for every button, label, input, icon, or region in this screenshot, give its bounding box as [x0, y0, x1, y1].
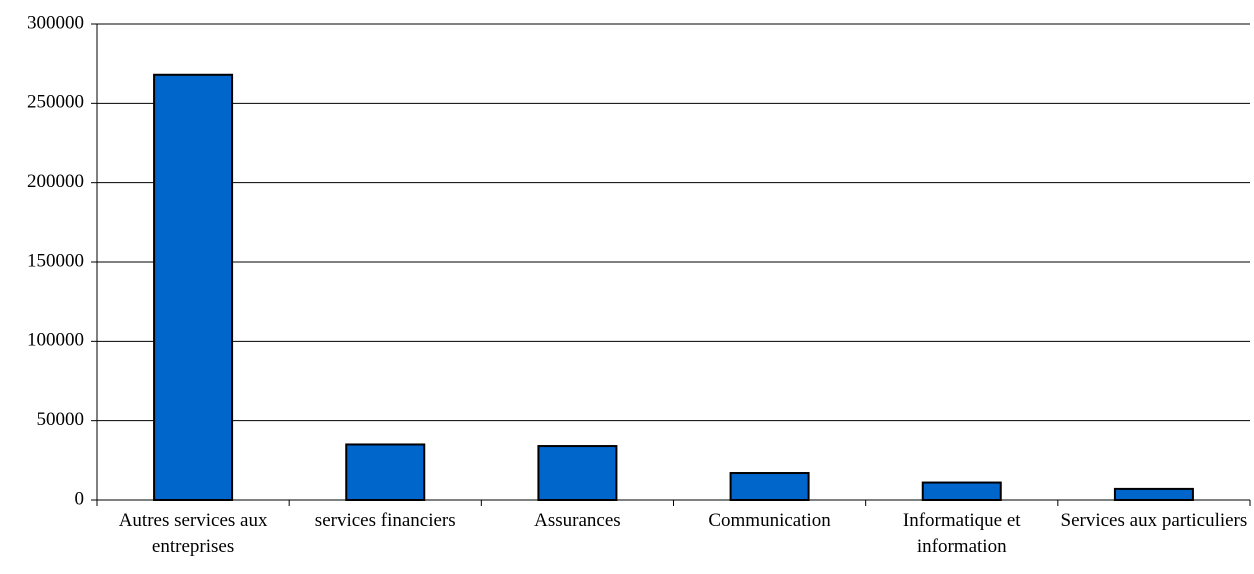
x-tick-label: Communication — [708, 510, 831, 531]
x-tick-label: Assurances — [534, 510, 621, 531]
bar — [537, 445, 618, 502]
y-tick-label: 50000 — [37, 409, 85, 430]
y-tick-label: 150000 — [27, 250, 84, 271]
x-tick-label: services financiers — [314, 510, 456, 531]
bar — [1113, 487, 1194, 502]
y-tick-label: 100000 — [27, 330, 84, 351]
y-tick-label: 200000 — [27, 171, 84, 192]
bar — [153, 73, 234, 501]
bar — [345, 443, 426, 502]
bar — [921, 481, 1002, 501]
y-tick-label: 250000 — [27, 92, 84, 113]
x-tick-label: Autres services aux entreprises — [118, 510, 268, 557]
y-tick-label: 300000 — [27, 12, 84, 33]
bar — [729, 472, 810, 502]
y-tick-label: 0 — [75, 488, 85, 509]
x-tick-label: Informatique et information — [902, 510, 1021, 557]
x-tick-label: Services aux particuliers — [1060, 510, 1248, 531]
